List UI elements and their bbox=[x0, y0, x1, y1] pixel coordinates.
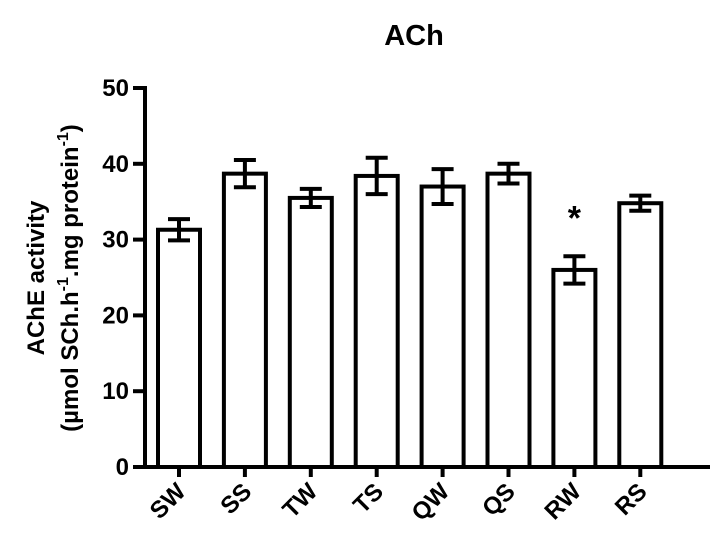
error-bars bbox=[168, 155, 652, 286]
x-tick-label-tw: TW bbox=[278, 478, 324, 524]
y-axis-label-line1: AChE activity bbox=[23, 200, 50, 355]
y-ticks: 0 10 20 30 40 50 bbox=[102, 75, 145, 481]
y-tick-label: 10 bbox=[102, 378, 129, 405]
y-tick-label: 50 bbox=[102, 75, 129, 102]
y-axis-label-line2: (µmol SCh.h-1.mg protein-1) bbox=[55, 124, 84, 432]
bar-ts bbox=[353, 173, 400, 469]
bar-qs bbox=[485, 171, 532, 470]
y-tick-label: 0 bbox=[116, 454, 129, 481]
x-tick-label-rs: RS bbox=[610, 478, 653, 521]
bar-rs bbox=[617, 201, 664, 469]
x-tick-label-rw: RW bbox=[540, 478, 587, 525]
y-axis-label-superscript: -1 bbox=[55, 277, 72, 291]
bar-tw bbox=[287, 195, 334, 469]
chart-title: ACh bbox=[384, 20, 444, 52]
x-tick-label-qw: QW bbox=[407, 478, 456, 527]
y-axis-label-part: (µmol SCh.h bbox=[57, 291, 84, 431]
x-tick-label-ts: TS bbox=[348, 478, 389, 519]
x-tick-label-ss: SS bbox=[215, 478, 257, 520]
x-tick-label-qs: QS bbox=[477, 478, 521, 522]
y-axis-label-line2-text: (µmol SCh.h-1.mg protein-1) bbox=[55, 124, 84, 432]
x-tick-labels: SW SS TW TS QW QS RW RS bbox=[145, 467, 653, 526]
y-tick-label: 30 bbox=[102, 227, 129, 254]
bar-sw bbox=[156, 227, 202, 469]
bars bbox=[156, 171, 664, 470]
bar-rw bbox=[551, 267, 598, 470]
y-axis-label-part: .mg protein bbox=[57, 146, 84, 277]
bar-qw bbox=[419, 184, 466, 469]
y-tick-label: 20 bbox=[102, 302, 129, 329]
bar-ss bbox=[221, 171, 268, 470]
x-tick-label-sw: SW bbox=[145, 478, 192, 525]
significance-asterisk: * bbox=[568, 199, 582, 237]
annotations: * bbox=[568, 199, 582, 237]
y-axis-label-superscript: -1 bbox=[55, 132, 72, 146]
y-axis-label: AChE activity bbox=[23, 200, 50, 355]
y-axis-label-part: ) bbox=[57, 124, 84, 132]
y-tick-label: 40 bbox=[102, 151, 129, 178]
